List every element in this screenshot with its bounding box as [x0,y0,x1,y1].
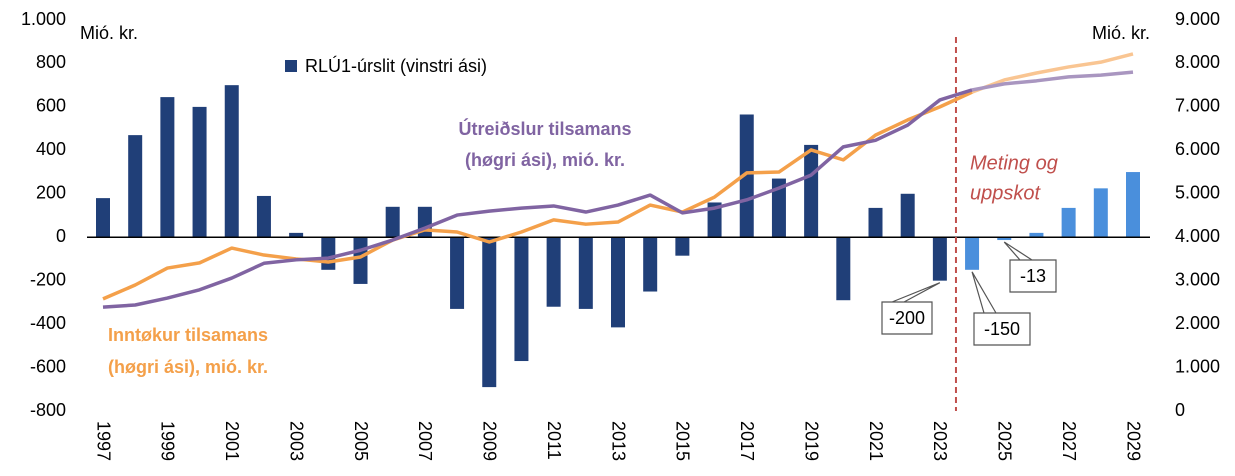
bar [1126,172,1140,238]
y2-tick-label: 4.000 [1175,226,1220,246]
x-tick-label: 1999 [158,421,178,461]
legend-swatch [285,60,297,72]
revenue-label: Inntøkur tilsamans [108,325,268,345]
y-tick-label: -800 [30,400,66,420]
bar [675,237,690,256]
left-unit: Mió. kr. [80,23,138,43]
x-tick-label: 2021 [866,421,886,461]
bar [643,237,658,292]
bar [546,237,561,307]
data-label: -150 [984,319,1020,339]
bar [160,97,175,238]
y-tick-label: -600 [30,356,66,376]
bar [578,237,593,309]
bar [900,193,915,238]
y2-tick-label: 2.000 [1175,313,1220,333]
y2-tick-label: 3.000 [1175,269,1220,289]
bar [128,135,143,238]
x-tick-label: 2005 [351,421,371,461]
outlays-label: Útreiðslur tilsamans [458,118,631,139]
bar [385,206,400,238]
bar [289,232,304,238]
y-tick-label: 0 [56,226,66,246]
bar [353,237,368,284]
line [971,52,1134,94]
x-tick-label: 2001 [222,421,242,461]
bar [804,144,819,238]
y2-tick-label: 6.000 [1175,139,1220,159]
outlays-label: (høgri ási), mió. kr. [465,150,625,170]
y2-tick-label: 5.000 [1175,183,1220,203]
x-tick-label: 2013 [608,421,628,461]
data-label: -200 [889,308,925,328]
y-tick-label: 400 [36,139,66,159]
x-tick-label: 2015 [673,421,693,461]
y-tick-label: 600 [36,96,66,116]
bar [1061,207,1076,238]
y-tick-label: 200 [36,183,66,203]
x-tick-label: 2027 [1059,421,1079,461]
bar [224,85,239,238]
data-label: -13 [1020,266,1046,286]
bar [514,237,529,362]
bar [256,195,271,238]
bar [1093,188,1108,238]
bar [836,237,851,301]
bar [1029,232,1044,238]
bar [932,237,947,281]
bar [482,237,497,388]
right-unit: Mió. kr. [1092,23,1150,43]
bar [771,178,786,238]
x-tick-label: 1997 [93,421,113,461]
bar [707,202,722,238]
x-tick-label: 2003 [286,421,306,461]
y-tick-label: -400 [30,313,66,333]
x-tick-label: 2023 [930,421,950,461]
callout-box [881,282,941,335]
x-tick-label: 2019 [801,421,821,461]
x-tick-label: 2029 [1123,421,1143,461]
bar [997,237,1012,241]
y2-tick-label: 1.000 [1175,356,1220,376]
x-tick-label: 2007 [415,421,435,461]
forecast-label: Meting og [970,152,1058,174]
legend-label: RLÚ1-úrslit (vinstri ási) [305,55,487,76]
bar [96,198,110,238]
x-tick-label: 2025 [995,421,1015,461]
x-tick-label: 2017 [737,421,757,461]
y-tick-label: -200 [30,269,66,289]
bar [321,237,336,270]
forecast-label: uppskot [970,182,1041,204]
bar [611,237,625,328]
y2-tick-label: 7.000 [1175,96,1220,116]
line [971,70,1134,92]
bar [192,106,207,238]
revenue-label: (høgri ási), mió. kr. [108,357,268,377]
callout-box [1003,241,1057,293]
bar [868,207,883,238]
line [102,90,973,301]
bar [450,237,465,309]
bar [739,114,754,238]
line [102,88,973,309]
callout-box [971,271,1031,346]
x-tick-label: 2011 [544,421,564,460]
y2-tick-label: 9.000 [1175,9,1220,29]
y2-tick-label: 8.000 [1175,52,1220,72]
y-tick-label: 800 [36,52,66,72]
x-tick-label: 2009 [480,421,500,461]
bar [965,237,980,270]
y2-tick-label: 0 [1175,400,1185,420]
y-tick-label: 1.000 [21,9,66,29]
